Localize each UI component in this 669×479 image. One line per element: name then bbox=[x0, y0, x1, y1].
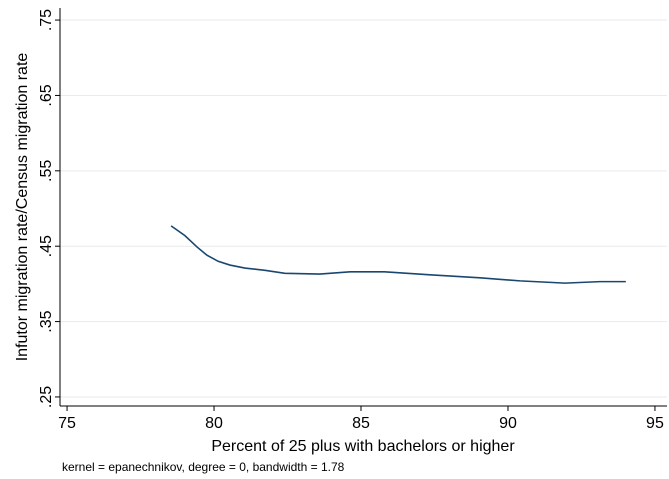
line bbox=[170, 225, 626, 284]
x-tick-label: 85 bbox=[352, 415, 370, 432]
y-tick-label: .55 bbox=[38, 160, 55, 182]
x-tick-label: 95 bbox=[646, 415, 664, 432]
x-axis-title: Percent of 25 plus with bachelors or hig… bbox=[211, 438, 515, 455]
x-tick-label: 80 bbox=[205, 415, 223, 432]
y-axis-title: Infutor migration rate/Census migration … bbox=[14, 53, 31, 362]
y-tick-label: .75 bbox=[38, 9, 55, 31]
y-tick-label: .65 bbox=[38, 84, 55, 106]
y-tick-label: .45 bbox=[38, 235, 55, 257]
y-tick-label: .25 bbox=[38, 386, 55, 408]
x-tick-label: 75 bbox=[58, 415, 76, 432]
y-tick-label: .35 bbox=[38, 310, 55, 332]
x-tick-label: 90 bbox=[499, 415, 517, 432]
note: kernel = epanechnikov, degree = 0, bandw… bbox=[62, 460, 345, 474]
